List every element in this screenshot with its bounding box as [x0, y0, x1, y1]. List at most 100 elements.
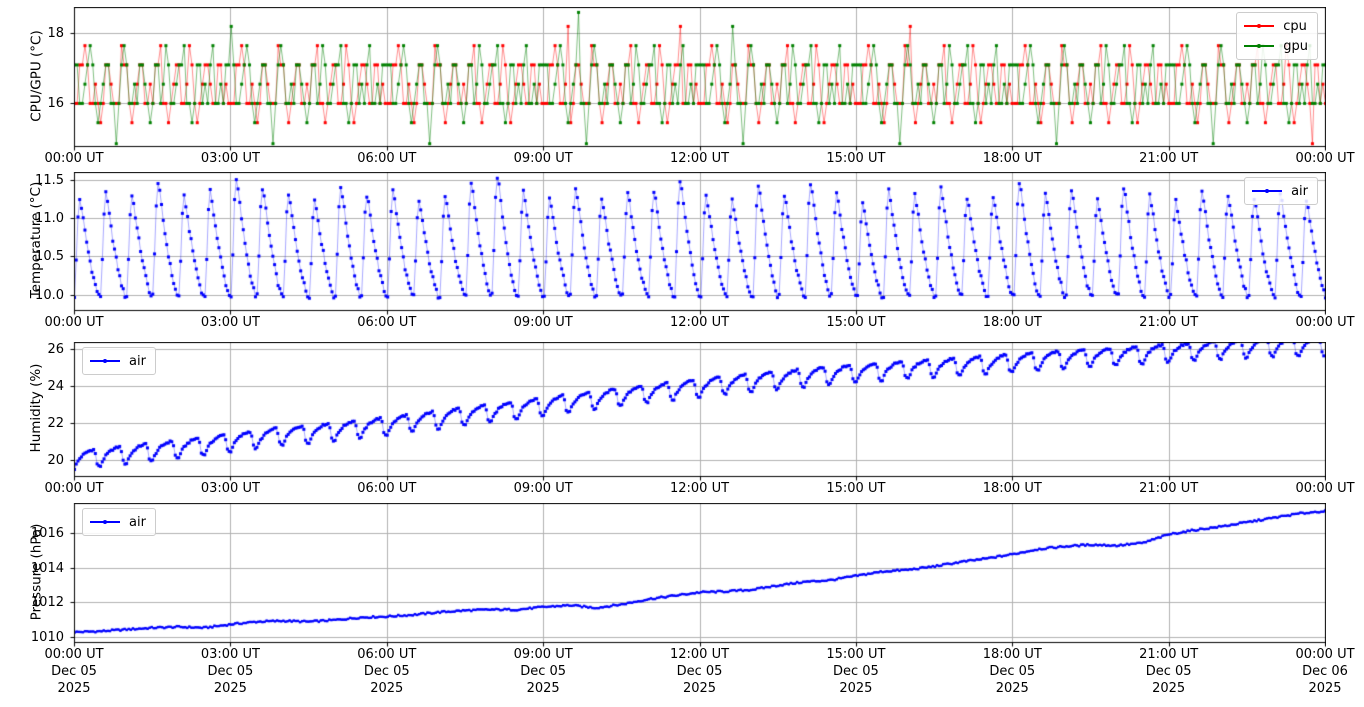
x-tick-year-label: 2025	[1280, 680, 1364, 697]
legend-label-gpu: gpu	[1283, 39, 1308, 54]
x-tick-label: 21:00 UT	[1124, 646, 1214, 663]
x-tick-label: 09:00 UT	[498, 646, 588, 663]
y-tick-label: 16	[0, 95, 64, 112]
legend-temperature: air	[1244, 177, 1318, 205]
x-tick-label: 09:00 UT	[498, 150, 588, 167]
x-tick-label: 06:00 UT	[342, 646, 432, 663]
x-tick-label: 00:00 UT	[1280, 314, 1364, 331]
x-tick-label: 15:00 UT	[811, 646, 901, 663]
chart-panel-pressure: air Pressure (hPa)	[74, 503, 1325, 642]
x-tick-year-label: 2025	[655, 680, 745, 697]
plot-area-temperature: air	[74, 172, 1325, 310]
x-tick-label: 06:00 UT	[342, 150, 432, 167]
air-line-sample-icon	[1252, 190, 1282, 192]
cpu-line-sample-icon	[1244, 25, 1274, 27]
x-tick-label: 00:00 UT	[1280, 480, 1364, 497]
x-tick-year-label: 2025	[967, 680, 1057, 697]
x-tick-label: 15:00 UT	[811, 150, 901, 167]
legend-entry-air: air	[90, 512, 146, 532]
y-tick-label: 18	[0, 25, 64, 42]
x-tick-label: 12:00 UT	[655, 480, 745, 497]
y-tick-label: 10.5	[0, 248, 64, 265]
x-tick-year-label: 2025	[498, 680, 588, 697]
x-tick-year-label: 2025	[811, 680, 901, 697]
legend-label-air: air	[129, 354, 146, 369]
x-tick-year-label: 2025	[185, 680, 275, 697]
x-tick-year-label: 2025	[29, 680, 119, 697]
chart-panel-humidity: air Humidity (%)	[74, 342, 1325, 476]
x-tick-date-label: Dec 05	[498, 663, 588, 680]
x-tick-label: 21:00 UT	[1124, 314, 1214, 331]
x-tick-label: 03:00 UT	[185, 646, 275, 663]
x-tick-label: 12:00 UT	[655, 314, 745, 331]
x-tick-date-label: Dec 06	[1280, 663, 1364, 680]
x-tick-label: 15:00 UT	[811, 480, 901, 497]
plot-canvas-temperature	[67, 172, 1326, 317]
plot-canvas-humidity	[67, 342, 1326, 483]
air-line-sample-icon	[90, 521, 120, 523]
legend-entry-gpu: gpu	[1244, 36, 1308, 56]
chart-panel-cpu-gpu: cpu gpu CPU/GPU (°C)	[74, 7, 1325, 146]
x-tick-label: 09:00 UT	[498, 314, 588, 331]
legend-entry-cpu: cpu	[1244, 16, 1308, 36]
x-tick-label: 12:00 UT	[655, 646, 745, 663]
legend-label-cpu: cpu	[1283, 19, 1307, 34]
x-tick-date-label: Dec 05	[29, 663, 119, 680]
x-tick-label: 03:00 UT	[185, 150, 275, 167]
x-tick-label: 18:00 UT	[967, 646, 1057, 663]
x-tick-date-label: Dec 05	[185, 663, 275, 680]
x-tick-label: 00:00 UT	[29, 480, 119, 497]
plot-canvas-pressure	[67, 503, 1326, 649]
air-line-sample-icon	[90, 360, 120, 362]
x-tick-label: 00:00 UT	[1280, 646, 1364, 663]
x-tick-label: 18:00 UT	[967, 480, 1057, 497]
x-tick-date-label: Dec 05	[811, 663, 901, 680]
legend-entry-air: air	[1252, 181, 1308, 201]
y-tick-label: 1014	[0, 560, 64, 577]
x-tick-label: 00:00 UT	[29, 314, 119, 331]
y-tick-label: 20	[0, 452, 64, 469]
legend-label-air: air	[1291, 184, 1308, 199]
x-tick-label: 12:00 UT	[655, 150, 745, 167]
plot-area-cpu-gpu: cpu gpu	[74, 7, 1325, 146]
x-tick-date-label: Dec 05	[1124, 663, 1214, 680]
y-tick-label: 1010	[0, 629, 64, 646]
y-tick-label: 1016	[0, 525, 64, 542]
y-tick-label: 11.5	[0, 172, 64, 189]
x-tick-label: 15:00 UT	[811, 314, 901, 331]
x-tick-label: 00:00 UT	[1280, 150, 1364, 167]
y-tick-label: 26	[0, 341, 64, 358]
plot-area-pressure: air	[74, 503, 1325, 642]
y-tick-label: 22	[0, 415, 64, 432]
x-tick-label: 21:00 UT	[1124, 150, 1214, 167]
x-tick-label: 06:00 UT	[342, 480, 432, 497]
x-tick-date-label: Dec 05	[655, 663, 745, 680]
legend-cpu-gpu: cpu gpu	[1236, 12, 1318, 60]
plot-area-humidity: air	[74, 342, 1325, 476]
y-tick-label: 1012	[0, 594, 64, 611]
y-tick-label: 11.0	[0, 210, 64, 227]
x-tick-year-label: 2025	[342, 680, 432, 697]
x-tick-label: 00:00 UT	[29, 150, 119, 167]
x-tick-label: 03:00 UT	[185, 480, 275, 497]
plot-canvas-cpu-gpu	[67, 7, 1326, 153]
chart-panel-temperature: air Temperature (°C)	[74, 172, 1325, 310]
x-tick-label: 09:00 UT	[498, 480, 588, 497]
x-tick-label: 06:00 UT	[342, 314, 432, 331]
x-tick-label: 18:00 UT	[967, 150, 1057, 167]
legend-humidity: air	[82, 347, 156, 375]
y-tick-label: 24	[0, 378, 64, 395]
figure: cpu gpu CPU/GPU (°C) air Temperature (°C…	[0, 0, 1364, 707]
x-tick-date-label: Dec 05	[342, 663, 432, 680]
x-tick-date-label: Dec 05	[967, 663, 1057, 680]
legend-entry-air: air	[90, 351, 146, 371]
x-tick-label: 18:00 UT	[967, 314, 1057, 331]
x-tick-label: 03:00 UT	[185, 314, 275, 331]
gpu-line-sample-icon	[1244, 45, 1274, 47]
legend-label-air: air	[129, 515, 146, 530]
x-tick-year-label: 2025	[1124, 680, 1214, 697]
x-tick-label: 00:00 UT	[29, 646, 119, 663]
legend-pressure: air	[82, 508, 156, 536]
y-tick-label: 10.0	[0, 287, 64, 304]
x-tick-label: 21:00 UT	[1124, 480, 1214, 497]
